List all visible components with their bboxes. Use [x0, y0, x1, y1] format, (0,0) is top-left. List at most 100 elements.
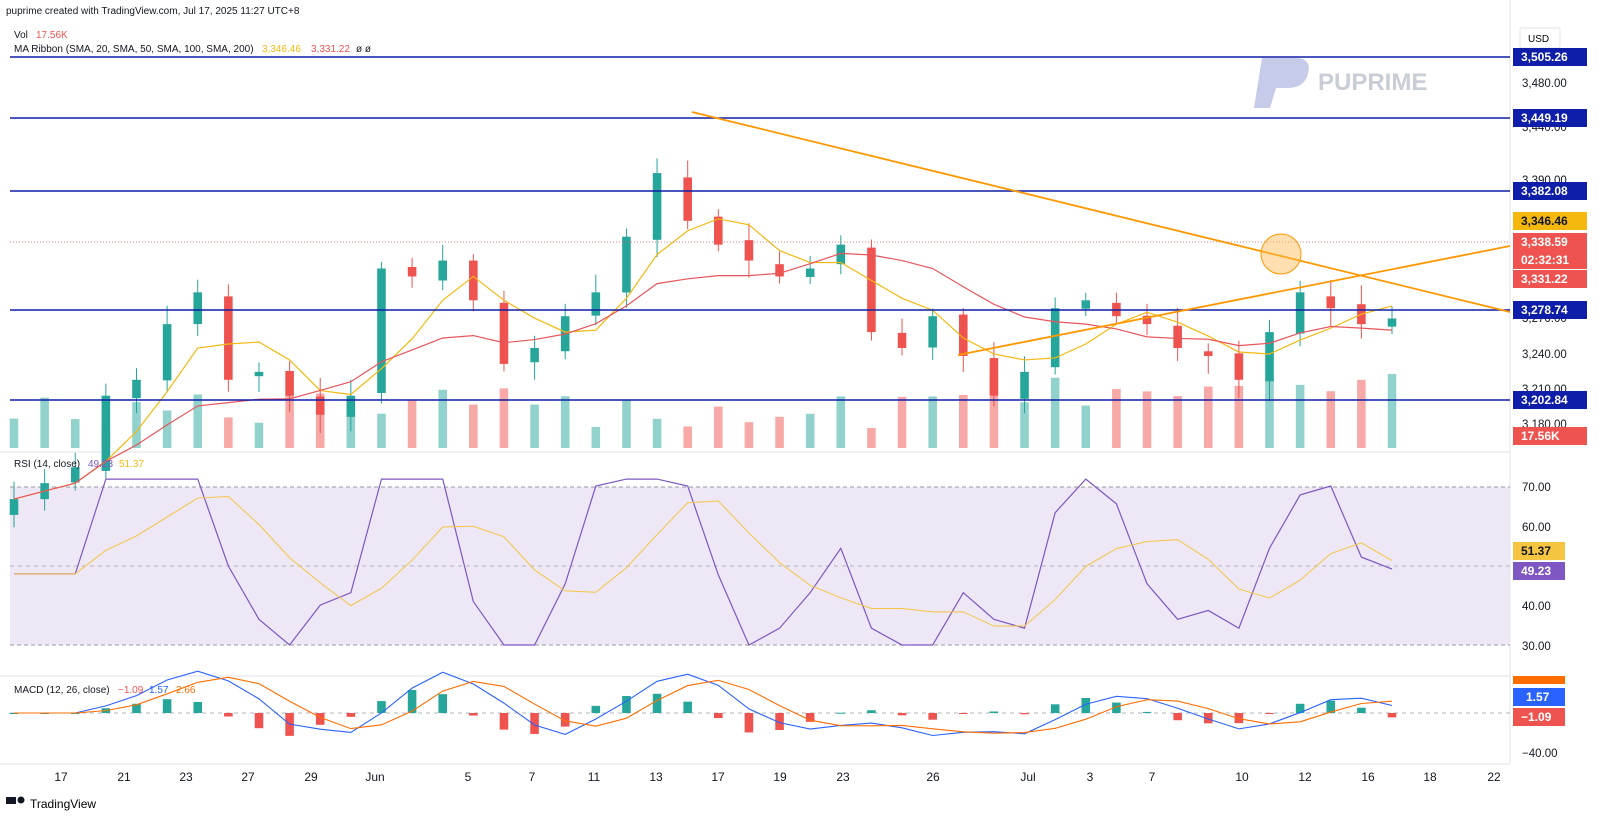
price-tag: [1513, 212, 1587, 230]
time-axis-label: 23: [179, 770, 193, 784]
puprime-logo: PUPRIME: [1254, 58, 1427, 108]
candle-body: [9, 499, 19, 515]
macd-legend-hist: −1.09: [118, 685, 144, 696]
rsi-line: [14, 478, 1393, 646]
time-axis-label: 10: [1235, 770, 1249, 784]
volume-bar: [1050, 377, 1060, 448]
tradingview-logo[interactable]: TradingView: [6, 796, 96, 812]
candle-body: [959, 314, 968, 356]
volume-bars: [9, 374, 1397, 448]
volume-bar: [162, 410, 172, 448]
candle-body: [407, 266, 417, 277]
volume-bar: [254, 422, 264, 448]
candle-body: [315, 396, 325, 415]
time-axis-label: 17: [711, 770, 725, 784]
candle-body: [775, 264, 784, 277]
candle-body: [193, 292, 203, 325]
macd-hist-bar: [897, 713, 907, 716]
moving-averages: [13, 218, 1393, 500]
rsi-legend-label[interactable]: RSI (14, close): [14, 459, 80, 470]
vol-legend-value: 17.56K: [36, 30, 68, 41]
price-tag-label: 3,278.74: [1521, 303, 1568, 317]
volume-bar: [70, 419, 80, 448]
candle-body: [1173, 325, 1182, 348]
macd-hist-bar: [1295, 703, 1305, 713]
candle-body: [377, 268, 386, 394]
eye-icon[interactable]: ø ø: [356, 44, 371, 55]
candle-body: [285, 370, 294, 396]
time-axis-label: 7: [529, 770, 536, 784]
macd-hist-bar: [928, 713, 937, 720]
candle-body: [836, 244, 846, 265]
candle-body: [928, 316, 937, 348]
ma-ribbon-legend-label[interactable]: MA Ribbon (SMA, 20, SMA, 50, SMA, 100, S…: [14, 44, 254, 55]
volume-bar: [1112, 388, 1121, 448]
candle-body: [1203, 351, 1213, 356]
macd-hist-bar: [1234, 713, 1244, 724]
volume-bar: [836, 396, 846, 448]
macd-hist-bar: [1050, 704, 1060, 713]
descending-trendline[interactable]: [691, 111, 1511, 313]
volume-bar: [714, 406, 723, 448]
rsi-lines: [14, 478, 1393, 646]
macd-hist-bar: [1142, 711, 1152, 713]
macd-hist-bar: [1265, 713, 1274, 714]
macd-tag: [1513, 688, 1565, 706]
price-tag-label: 3,449.19: [1521, 111, 1568, 125]
ascending-trendline[interactable]: [957, 245, 1511, 356]
price-tag: [1513, 301, 1587, 319]
volume-bar: [959, 394, 968, 448]
macd-hist-bar: [315, 713, 325, 725]
candle-body: [162, 324, 172, 381]
macd-hist-bar: [193, 701, 203, 713]
volume-bar: [1234, 385, 1244, 448]
candle-body: [1081, 300, 1091, 309]
volume-bar: [530, 404, 539, 448]
candle-body: [530, 348, 539, 363]
volume-bar: [560, 396, 570, 448]
candle-body: [1142, 315, 1152, 325]
macd-hist-bar: [469, 713, 478, 716]
macd-legend-label[interactable]: MACD (12, 26, close): [14, 685, 110, 696]
volume-bar: [897, 396, 907, 448]
time-axis-label: 19: [773, 770, 787, 784]
candle-body: [744, 240, 754, 261]
macd-hist-bar: [652, 693, 662, 713]
vol-legend-label[interactable]: Vol: [14, 30, 28, 41]
macd-hist-bar: [622, 696, 631, 713]
macd-hist-bar: [132, 703, 141, 713]
macd-hist-bar: [744, 713, 754, 733]
volume-bar: [499, 388, 509, 448]
macd-hist-bar: [714, 713, 723, 719]
macd-hist-bar: [346, 713, 356, 717]
time-axis[interactable]: 17 21 23 27 29 Jun 5 7 11 13 17 19 23 26 Jul 3 7 10 12 16 18…: [54, 770, 1501, 784]
candle-body: [101, 395, 111, 471]
volume-bar: [1387, 374, 1397, 448]
macd-legend-macd: 1.57: [149, 685, 169, 696]
price-tag: [1513, 182, 1587, 200]
rsi-ma-tag: [1513, 542, 1565, 560]
breakout-highlight-circle[interactable]: [1260, 233, 1302, 275]
rsi-tag-label: 49.23: [1521, 564, 1551, 578]
volume-bar: [928, 396, 937, 448]
macd-line: [14, 670, 1393, 737]
volume-bar: [1295, 384, 1305, 448]
volume-bar: [989, 375, 999, 448]
rsi-axis[interactable]: 70.00 60.00 40.00 30.00: [1522, 482, 1551, 653]
ma50-line: [13, 252, 1393, 500]
time-axis-label: 29: [304, 770, 318, 784]
candle-body: [346, 395, 356, 417]
price-tag-label: 02:32:31: [1521, 253, 1569, 267]
macd-legend-signal: 2.66: [176, 685, 196, 696]
candle-body: [499, 302, 509, 364]
macd-hist-bar: [377, 701, 386, 713]
time-axis-label: 12: [1298, 770, 1312, 784]
macd-hist-bar: [1357, 707, 1366, 713]
candle-body: [132, 379, 141, 399]
volume-bar: [652, 418, 662, 448]
time-axis-label: 22: [1487, 770, 1501, 784]
macd-signal-tag: [1513, 676, 1565, 684]
price-tag: [1513, 427, 1587, 445]
macd-hist-bar: [1387, 713, 1397, 718]
